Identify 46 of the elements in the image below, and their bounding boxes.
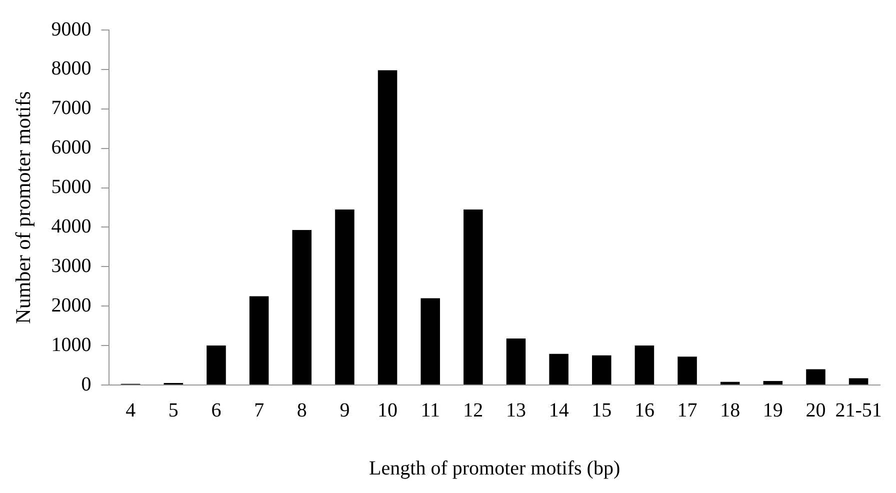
bar xyxy=(292,230,312,384)
bar xyxy=(848,378,868,384)
x-tick-label: 21-51 xyxy=(835,399,882,422)
y-tick-label: 0 xyxy=(81,373,92,396)
bar xyxy=(806,369,826,384)
bar xyxy=(420,298,440,384)
y-axis-title: Number of promoter motifs xyxy=(11,91,36,324)
bar xyxy=(378,70,398,384)
x-axis-title: Length of promoter motifs (bp) xyxy=(369,457,620,480)
bar xyxy=(634,346,654,384)
y-tick-label: 9000 xyxy=(51,18,92,40)
y-tick-label: 2000 xyxy=(51,294,92,316)
y-tick-label: 3000 xyxy=(51,254,92,277)
y-tick-label: 4000 xyxy=(51,215,92,238)
bar xyxy=(206,346,226,384)
x-tick-label: 11 xyxy=(420,399,440,422)
x-tick-label: 19 xyxy=(762,399,783,422)
x-tick-label: 9 xyxy=(340,399,350,422)
x-tick-label: 7 xyxy=(254,399,264,422)
x-tick-label: 20 xyxy=(806,399,826,422)
y-tick-label: 5000 xyxy=(51,176,92,198)
bar xyxy=(720,382,740,384)
x-tick-label: 8 xyxy=(296,399,307,422)
y-tick-label: 6000 xyxy=(51,136,92,159)
x-tick-label: 17 xyxy=(677,399,698,422)
x-tick-label: 18 xyxy=(720,399,740,422)
bar xyxy=(763,381,783,384)
bar xyxy=(249,296,269,384)
x-tick-label: 10 xyxy=(378,399,398,422)
bar xyxy=(678,356,697,384)
x-tick-label: 4 xyxy=(126,399,136,422)
x-tick-label: 12 xyxy=(463,399,484,422)
x-tick-label: 16 xyxy=(634,399,654,422)
y-tick-label: 7000 xyxy=(51,97,92,120)
y-tick-label: 1000 xyxy=(51,334,92,356)
bar xyxy=(592,355,612,384)
bar xyxy=(549,354,568,384)
x-tick-label: 14 xyxy=(548,399,569,422)
bar xyxy=(464,209,483,384)
x-tick-label: 15 xyxy=(592,399,612,422)
x-tick-label: 5 xyxy=(168,399,178,422)
x-tick-label: 6 xyxy=(211,399,222,422)
y-tick-label: 8000 xyxy=(51,58,92,80)
x-tick-label: 13 xyxy=(506,399,526,422)
bar xyxy=(335,209,354,384)
bar xyxy=(506,338,526,384)
